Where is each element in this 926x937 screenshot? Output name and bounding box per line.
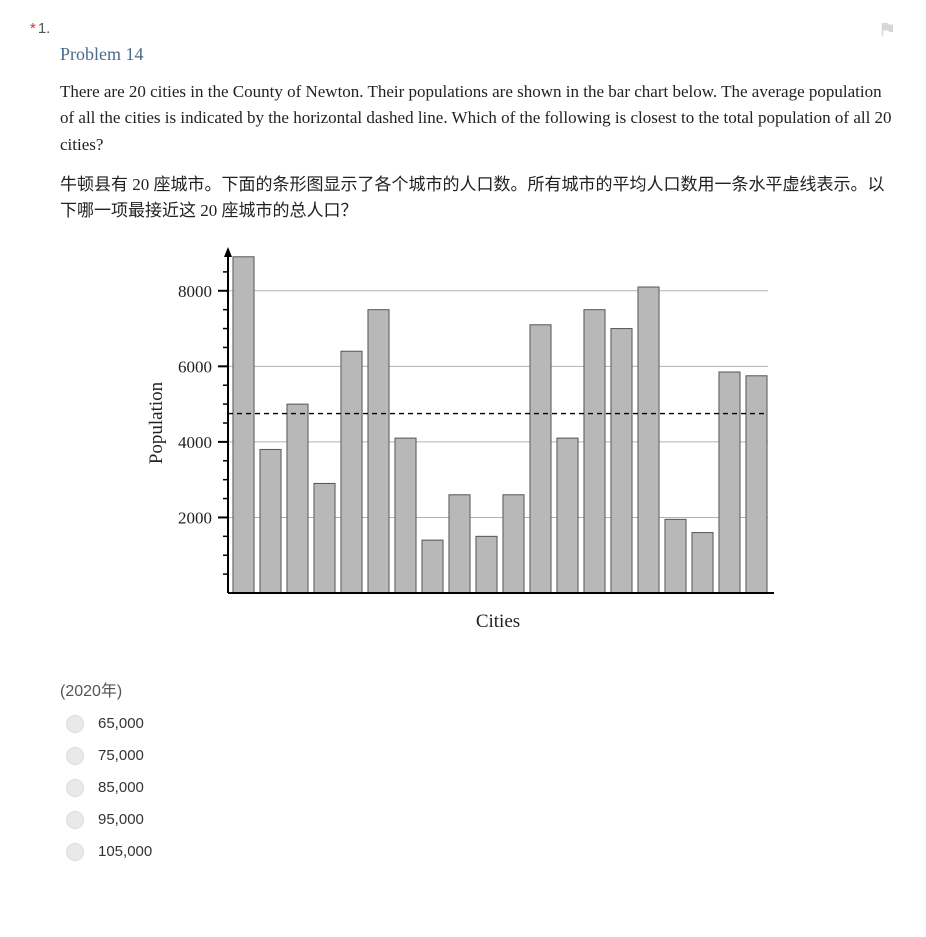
bar [503,494,524,592]
question-number-wrap: *1. [30,20,50,38]
answer-option[interactable]: 75,000 [66,747,896,765]
radio-icon[interactable] [66,747,84,765]
bar [530,324,551,592]
bar [638,287,659,593]
bar [314,483,335,593]
radio-icon[interactable] [66,811,84,829]
bar [368,309,389,592]
number-text: 1. [38,20,51,37]
answer-option[interactable]: 85,000 [66,779,896,797]
answer-label: 95,000 [98,811,144,828]
answer-option[interactable]: 65,000 [66,715,896,733]
required-star: * [30,20,36,37]
question-header: *1. [30,20,896,38]
question-number: *1. [30,20,50,37]
ytick-label: 6000 [178,357,212,376]
answer-label: 85,000 [98,779,144,796]
paragraph-en: There are 20 cities in the County of New… [60,79,896,158]
bar [287,404,308,593]
answer-label: 75,000 [98,747,144,764]
answer-label: 105,000 [98,843,152,860]
answer-list: 65,000 75,000 85,000 95,000 105,000 [66,715,896,861]
answer-label: 65,000 [98,715,144,732]
ytick-label: 8000 [178,281,212,300]
bar [584,309,605,592]
x-axis-label: Cities [476,611,520,632]
bar [665,519,686,593]
bar [557,438,578,593]
answer-option[interactable]: 105,000 [66,843,896,861]
radio-icon[interactable] [66,715,84,733]
bar [719,372,740,593]
bar [746,375,767,592]
bar [611,328,632,592]
radio-icon[interactable] [66,779,84,797]
bar [422,540,443,593]
bar [260,449,281,593]
bar [692,532,713,592]
answer-option[interactable]: 95,000 [66,811,896,829]
bar [233,256,254,592]
chart-svg: 2000 4000 6000 8000 Cities Population [140,239,800,659]
bar [341,351,362,593]
ytick-label: 4000 [178,433,212,452]
bar [476,536,497,593]
bar [449,494,470,592]
population-chart: 2000 4000 6000 8000 Cities Population [140,239,896,659]
y-axis-label: Population [146,381,167,464]
flag-icon[interactable] [878,20,896,38]
ytick-label: 2000 [178,508,212,527]
radio-icon[interactable] [66,843,84,861]
paragraph-zh: 牛顿县有 20 座城市。下面的条形图显示了各个城市的人口数。所有城市的平均人口数… [60,172,896,225]
bar [395,438,416,593]
year-note: (2020年) [60,677,896,701]
problem-label: Problem 14 [60,44,896,65]
